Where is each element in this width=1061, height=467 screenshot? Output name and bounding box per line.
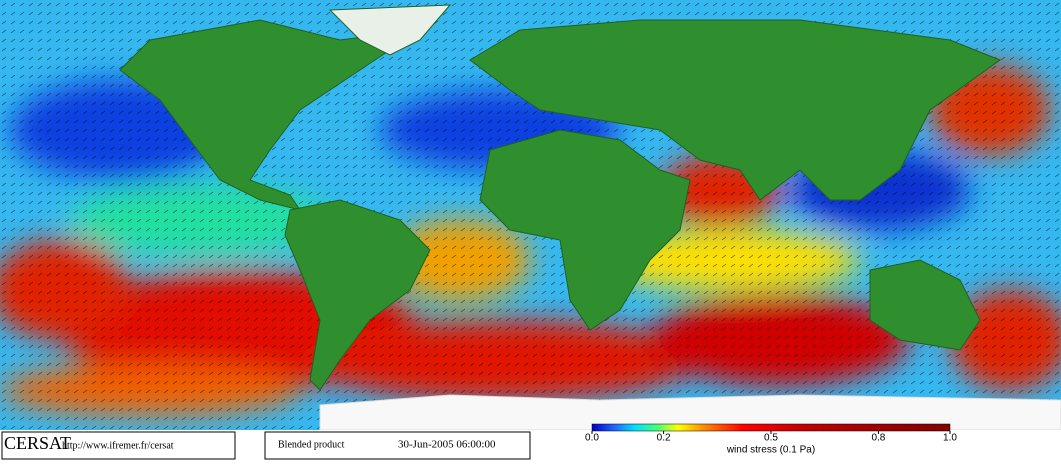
colorbar-tick-label: 0.5: [764, 433, 778, 444]
south-america: [284, 199, 431, 391]
colorbar: [591, 423, 951, 432]
logo-box: [1, 431, 236, 460]
greenland: [328, 4, 452, 56]
eurasia: [469, 19, 1002, 201]
colorbar-tick-label: 0.0: [585, 433, 599, 444]
landmasses: [119, 4, 1061, 431]
africa: [479, 129, 691, 331]
colorbar-label: wind stress (0.1 Pa): [726, 445, 815, 456]
australia: [869, 259, 981, 351]
colorbar-tick-label: 1.0: [943, 433, 957, 444]
url: http://www.ifremer.fr/cersat: [62, 440, 174, 451]
colorbar-tick-label: 0.8: [871, 433, 885, 444]
product: Blended product: [278, 439, 345, 450]
colorbar-tick-label: 0.2: [657, 433, 671, 444]
datetime: 30-Jun-2005 06:00:00: [398, 439, 496, 451]
product-box: [264, 431, 531, 460]
logo: CERSAT: [4, 433, 71, 453]
